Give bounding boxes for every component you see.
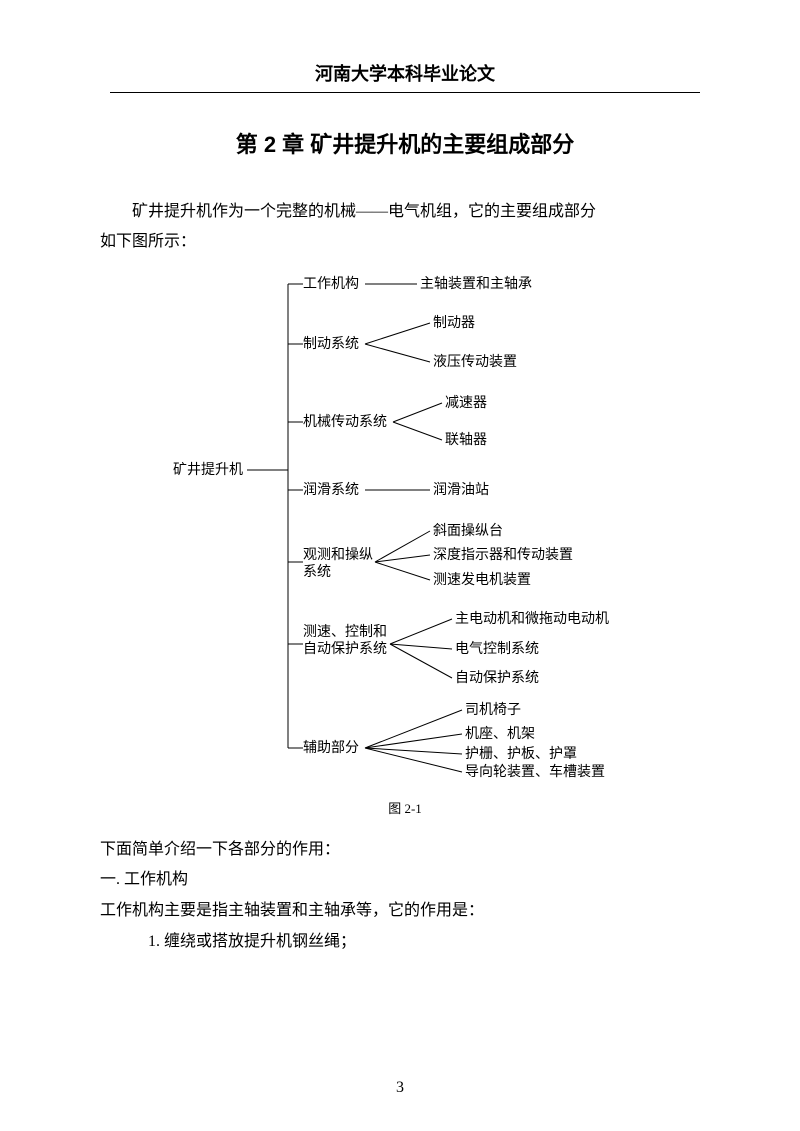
tree-node-n1: 工作机构	[303, 276, 359, 294]
after-line-1: 下面简单介绍一下各部分的作用：	[100, 835, 710, 865]
tree-node-n1c1: 主轴装置和主轴承	[420, 276, 532, 294]
running-header: 河南大学本科毕业论文	[110, 60, 700, 93]
tree-node-n3c2: 联轴器	[445, 432, 487, 450]
tree-node-n5c3: 测速发电机装置	[433, 572, 531, 590]
tree-node-n6c3: 自动保护系统	[455, 670, 539, 688]
tree-node-n7: 辅助部分	[303, 740, 359, 758]
tree-node-n6: 测速、控制和自动保护系统	[303, 624, 387, 659]
tree-node-n4: 润滑系统	[303, 482, 359, 500]
tree-node-n2: 制动系统	[303, 336, 359, 354]
tree-node-n7c4: 导向轮装置、车槽装置	[465, 764, 605, 782]
section-1-head: 一. 工作机构	[100, 865, 710, 895]
tree-node-n2c2: 液压传动装置	[433, 354, 517, 372]
intro-line-2: 如下图所示：	[100, 227, 710, 257]
tree-node-n5c1: 斜面操纵台	[433, 523, 503, 541]
tree-node-n7c3: 护栅、护板、护罩	[465, 746, 577, 764]
section-1-item-1: 1. 缠绕或搭放提升机钢丝绳；	[100, 926, 710, 958]
tree-node-n7c1: 司机椅子	[465, 702, 521, 720]
tree-node-n2c1: 制动器	[433, 315, 475, 333]
section-1-body: 工作机构主要是指主轴装置和主轴承等，它的作用是：	[100, 896, 710, 926]
tree-node-root: 矿井提升机	[173, 462, 243, 480]
tree-node-n3: 机械传动系统	[303, 414, 387, 432]
chapter-title: 第 2 章 矿井提升机的主要组成部分	[100, 127, 710, 159]
page-number: 3	[0, 1079, 800, 1097]
intro-line-1: 矿井提升机作为一个完整的机械——电气机组，它的主要组成部分	[100, 197, 710, 227]
tree-node-n6c2: 电气控制系统	[455, 641, 539, 659]
tree-node-n6c1: 主电动机和微拖动电动机	[455, 611, 609, 629]
tree-node-n3c1: 减速器	[445, 395, 487, 413]
tree-node-n4c1: 润滑油站	[433, 482, 489, 500]
tree-node-n7c2: 机座、机架	[465, 726, 535, 744]
figure-caption: 图 2-1	[100, 798, 710, 817]
tree-node-n5: 观测和操纵系统	[303, 547, 373, 582]
tree-diagram: 工作机构 主轴装置和主轴承制动系统 制动器液压传动装置机械传动系统 减速器联轴器矿井提…	[165, 262, 645, 792]
tree-node-n5c2: 深度指示器和传动装置	[433, 547, 573, 565]
